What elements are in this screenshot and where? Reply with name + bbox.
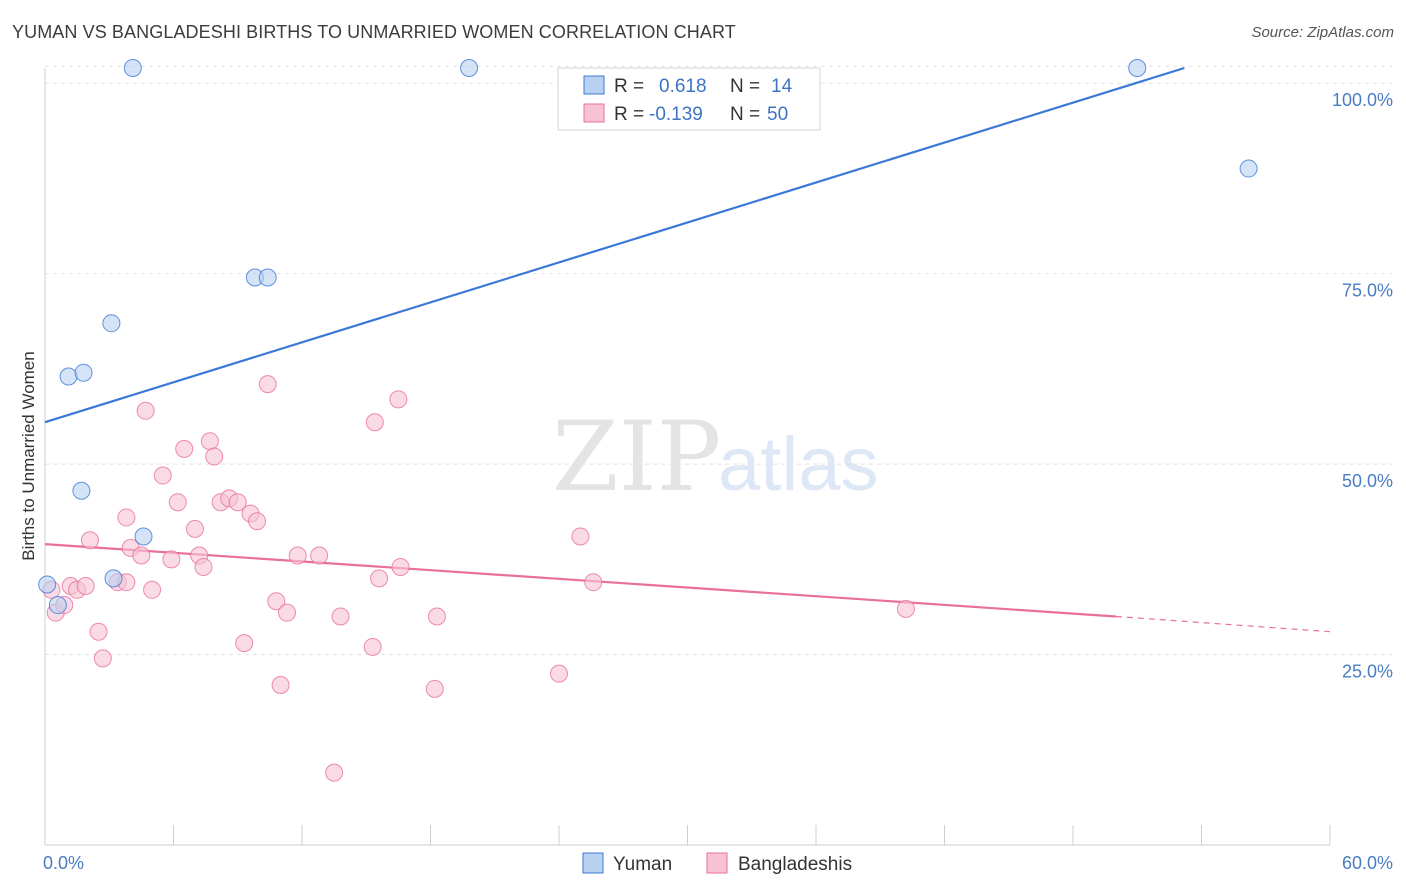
point-yuman-5	[102, 314, 121, 333]
point-bangladeshis-41	[370, 569, 389, 588]
point-bangladeshis-37	[325, 763, 344, 782]
trend-lines	[44, 66, 1331, 633]
legend-n-label-1: N =	[730, 76, 760, 97]
point-yuman-2	[59, 367, 78, 386]
legend-r-value-2: -0.139	[649, 104, 703, 125]
x-ticks	[44, 825, 1331, 845]
legend-r-label-2: R =	[614, 104, 644, 125]
point-yuman-6	[104, 569, 123, 588]
legend-r-value-1: 0.618	[659, 76, 707, 97]
trend-line-bangladeshis	[44, 543, 1116, 618]
point-bangladeshis-16	[153, 466, 172, 485]
y-tick-label-3: 100.0%	[1332, 90, 1393, 110]
bottom-legend-label-yuman: Yuman	[613, 854, 672, 875]
point-bangladeshis-40	[365, 413, 384, 432]
bottom-legend-label-bangladeshis: Bangladeshis	[738, 854, 852, 875]
point-bangladeshis-44	[425, 679, 444, 698]
point-bangladeshis-27	[228, 493, 247, 512]
point-bangladeshis-30	[248, 512, 267, 531]
point-bangladeshis-45	[427, 607, 446, 626]
point-bangladeshis-32	[267, 592, 286, 611]
y-tick-label-2: 75.0%	[1342, 281, 1393, 301]
bottom-legend-swatch-yuman	[582, 852, 604, 874]
point-bangladeshis-24	[205, 447, 224, 466]
point-bangladeshis-15	[143, 580, 162, 599]
point-bangladeshis-33	[271, 676, 290, 695]
point-yuman-7	[134, 527, 153, 546]
point-bangladeshis-34	[278, 603, 297, 622]
point-bangladeshis-18	[168, 493, 187, 512]
legend-n-label-2: N =	[730, 104, 760, 125]
point-bangladeshis-20	[185, 519, 204, 538]
point-bangladeshis-36	[310, 546, 329, 565]
point-bangladeshis-47	[571, 527, 590, 546]
legend-n-value-1: 14	[771, 76, 793, 97]
point-yuman-3	[74, 363, 93, 382]
bottom-legend-swatch-bangladeshis	[706, 852, 728, 874]
point-yuman-8	[123, 59, 142, 77]
point-yuman-12	[1128, 59, 1147, 77]
point-yuman-10	[258, 268, 277, 287]
point-bangladeshis-28	[235, 634, 254, 653]
data-points	[38, 59, 1258, 782]
point-yuman-11	[460, 59, 479, 77]
point-bangladeshis-8	[93, 649, 112, 668]
legend-swatch-yuman	[583, 75, 605, 95]
point-yuman-0	[38, 575, 57, 594]
legend-r-label-1: R =	[614, 76, 644, 97]
y-tick-label-1: 50.0%	[1342, 471, 1393, 491]
source-credit: Source: ZipAtlas.com	[1251, 24, 1394, 41]
point-bangladeshis-5	[76, 577, 95, 595]
trend-line-yuman	[44, 66, 1185, 424]
point-bangladeshis-43	[391, 557, 410, 576]
y-axis-label: Births to Unmarried Women	[19, 351, 38, 560]
point-bangladeshis-48	[584, 573, 603, 592]
point-bangladeshis-39	[363, 637, 382, 656]
point-bangladeshis-42	[389, 390, 408, 409]
point-yuman-4	[72, 481, 91, 500]
point-bangladeshis-11	[117, 508, 136, 527]
x-tick-label-min: 0.0%	[43, 853, 84, 873]
point-bangladeshis-38	[331, 607, 350, 626]
point-bangladeshis-6	[80, 531, 99, 550]
point-yuman-13	[1239, 159, 1258, 178]
chart-title: YUMAN VS BANGLADESHI BIRTHS TO UNMARRIED…	[12, 22, 736, 42]
trend-line-bangladeshis-extension	[1115, 615, 1331, 633]
point-bangladeshis-35	[288, 546, 307, 565]
legend-n-value-2: 50	[767, 104, 788, 125]
point-bangladeshis-14	[136, 401, 155, 420]
point-bangladeshis-7	[89, 622, 108, 641]
point-bangladeshis-22	[194, 557, 213, 576]
point-bangladeshis-31	[258, 375, 277, 394]
point-bangladeshis-49	[896, 599, 915, 618]
bottom-legend: Yuman Bangladeshis	[582, 852, 852, 875]
point-bangladeshis-23	[200, 432, 219, 451]
x-tick-label-max: 60.0%	[1342, 853, 1393, 873]
y-tick-label-0: 25.0%	[1342, 662, 1393, 682]
point-bangladeshis-17	[162, 550, 181, 569]
y-tick-labels: 25.0% 50.0% 75.0% 100.0%	[1332, 90, 1393, 681]
point-yuman-1	[48, 596, 67, 615]
point-bangladeshis-46	[550, 664, 568, 683]
point-bangladeshis-19	[175, 439, 194, 458]
legend-swatch-bangladeshis	[583, 103, 605, 123]
legend-box: R = 0.618 N = 14 R = -0.139 N = 50	[557, 67, 821, 131]
watermark-zip: ZIP	[552, 401, 721, 513]
point-bangladeshis-13	[132, 546, 151, 565]
